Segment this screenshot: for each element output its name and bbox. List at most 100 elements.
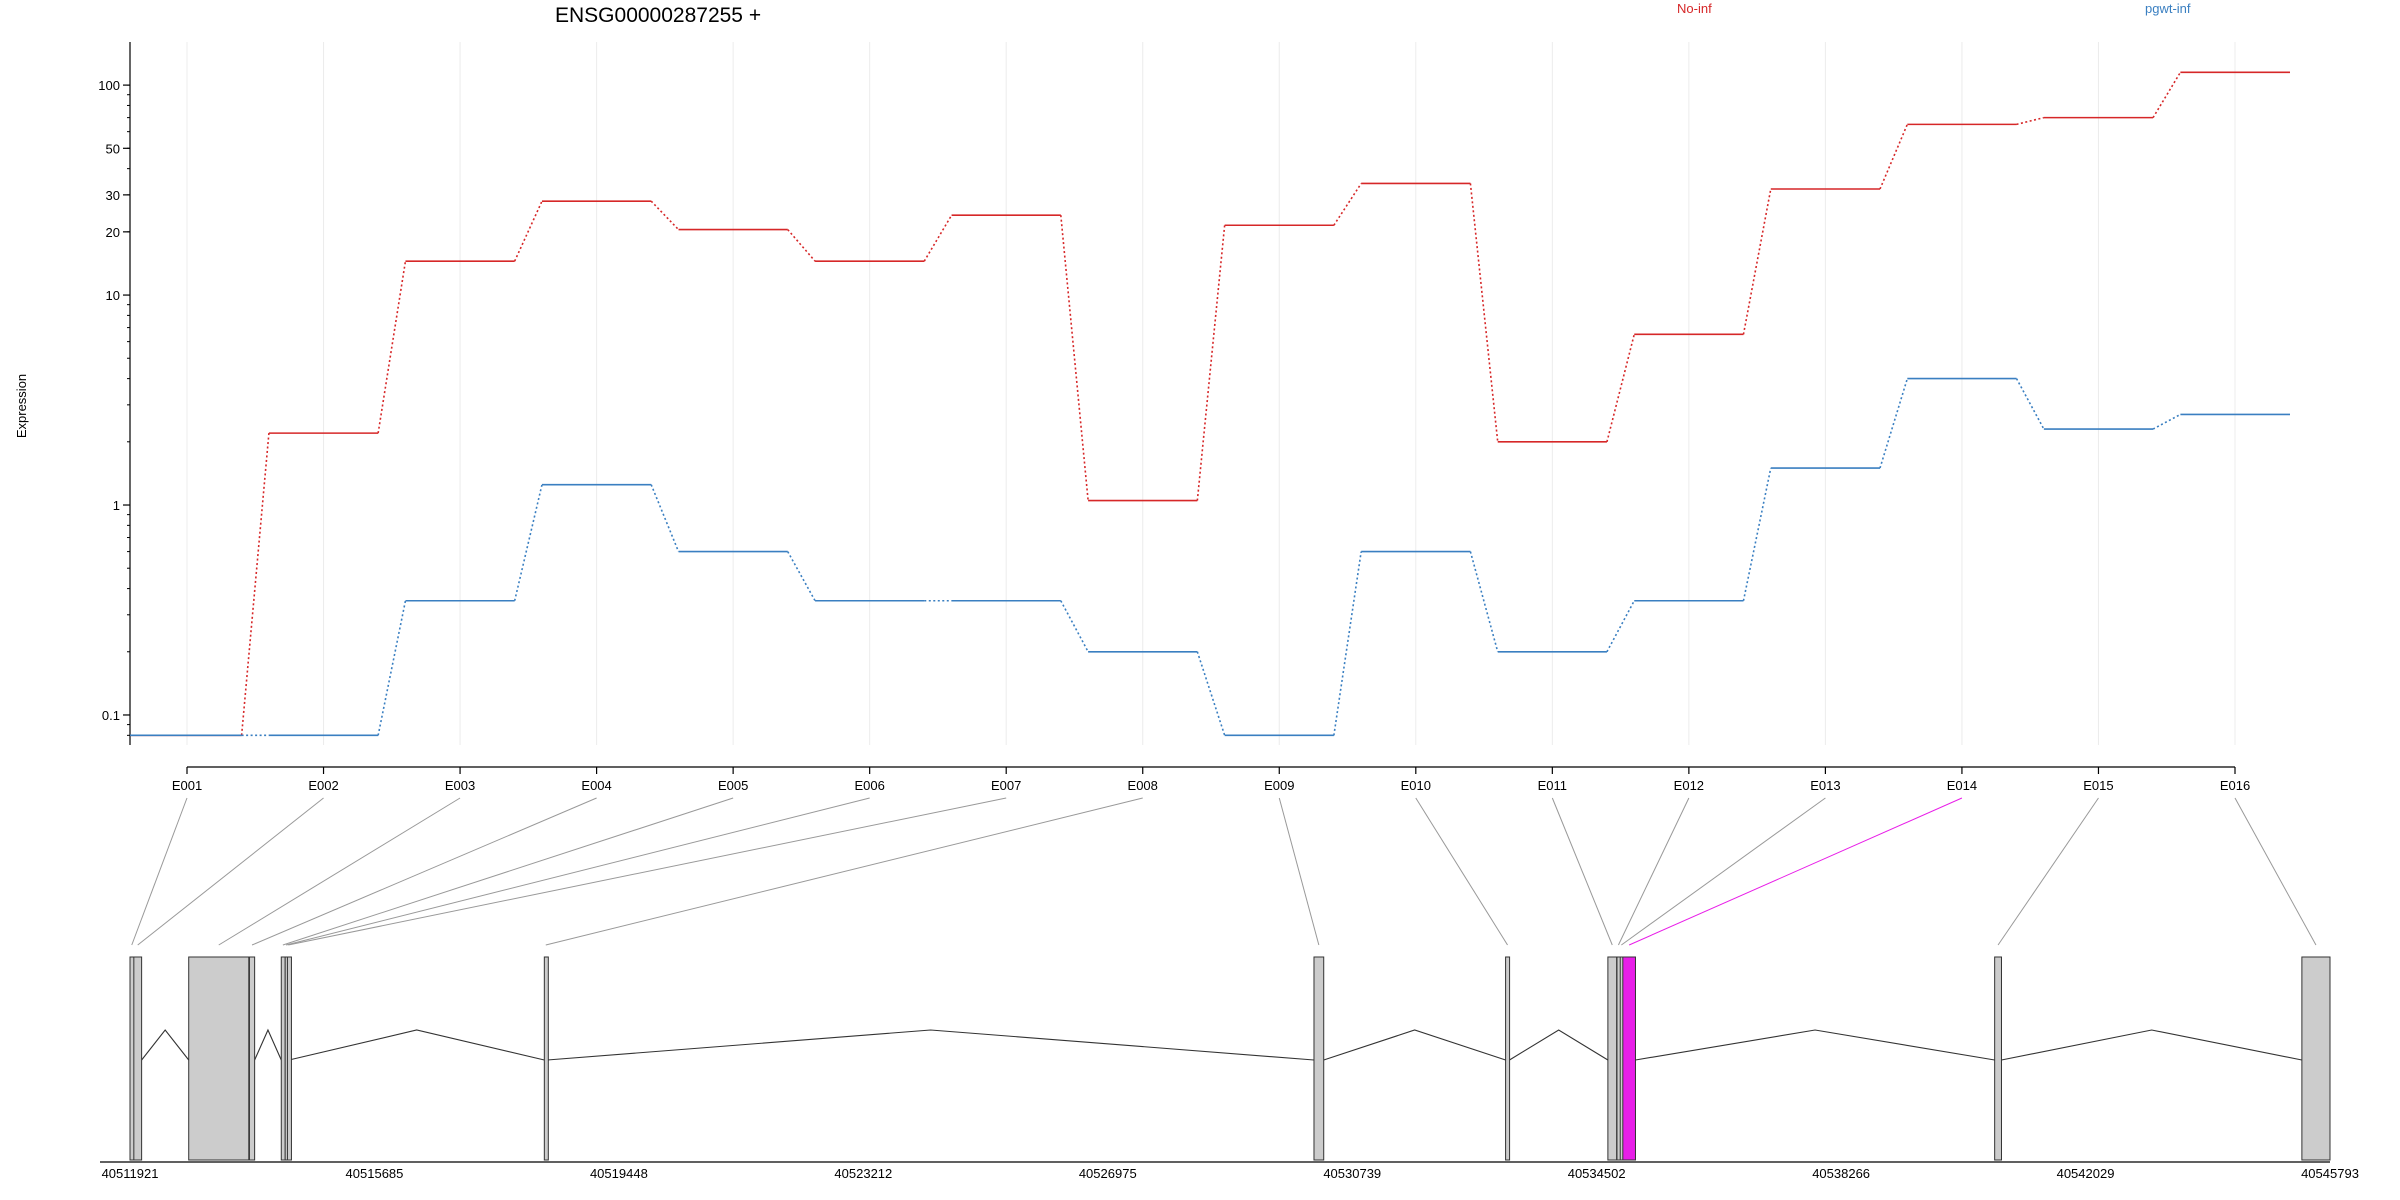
series-no-inf-transition-e012 <box>1742 188 1772 335</box>
x-tick-label-e015: E015 <box>2083 778 2113 793</box>
series-no-inf-transition-e003 <box>513 200 543 262</box>
connector-e011 <box>1551 797 1613 946</box>
series-pgwt-inf-transition-e004 <box>650 484 680 552</box>
y-axis: 0.1 1 10 20 30 50 100 <box>98 42 131 745</box>
y-tick-label-50: 50 <box>106 141 120 156</box>
series-pgwt-inf <box>130 377 2290 737</box>
vertical-gridlines <box>186 42 2236 745</box>
series-pgwt-inf-transition-e005 <box>787 551 816 602</box>
coordinate-label-40534502: 40534502 <box>1568 1166 1626 1181</box>
x-tick-label-e007: E007 <box>991 778 1021 793</box>
x-tick-label-e005: E005 <box>718 778 748 793</box>
connector-e015 <box>1997 797 2099 946</box>
series-no-inf-transition-e010 <box>1469 183 1499 442</box>
coordinate-label-40511921: 40511921 <box>102 1166 159 1181</box>
x-axis: E001 E002 E003 E004 E005 E006 E007 E008 E009 E010… <box>172 766 2250 793</box>
y-tick-label-100: 100 <box>98 78 120 93</box>
x-tick-label-e016: E016 <box>2220 778 2250 793</box>
series-no-inf-transition-e005 <box>787 229 816 262</box>
x-tick-label-e003: E003 <box>445 778 475 793</box>
x-tick-label-e011: E011 <box>1538 778 1567 793</box>
y-axis-label: Expression <box>14 374 29 438</box>
y-tick-label-20: 20 <box>106 225 120 240</box>
exon-box-e011 <box>1607 956 1618 1161</box>
connector-e001 <box>131 797 188 946</box>
series-no-inf-transition-e002 <box>377 261 407 434</box>
connector-e006 <box>286 797 870 946</box>
intron-e014-e015 <box>1635 1029 1995 1061</box>
y-tick-label-10: 10 <box>106 288 120 303</box>
genomic-coordinate-axis: 40511921 40515685 40519448 40523212 40526975… <box>100 1161 2359 1181</box>
x-tick-label-e010: E010 <box>1401 778 1431 793</box>
series-pgwt-inf-transition-e013 <box>1879 378 1909 469</box>
series-no-inf <box>130 71 2290 737</box>
exon-box-e008 <box>543 956 549 1161</box>
series-no-inf-transition-e013 <box>1879 124 1909 190</box>
series-pgwt-inf-transition-e009 <box>1333 551 1362 736</box>
x-tick-label-e001: E001 <box>172 778 202 793</box>
x-tick-label-e002: E002 <box>308 778 338 793</box>
connector-e007 <box>288 797 1007 946</box>
intron-e010-e011 <box>1509 1029 1609 1061</box>
coordinate-label-40545793: 40545793 <box>2301 1166 2359 1181</box>
connector-e003 <box>218 797 461 946</box>
series-pgwt-inf-transition-e007 <box>1060 600 1089 653</box>
series-pgwt-inf-transition-e002 <box>377 600 407 736</box>
series-no-inf-transition-e009 <box>1333 183 1362 226</box>
intron-e004-e005 <box>254 1028 282 1061</box>
chart-title: ENSG00000287255 + <box>555 4 761 27</box>
connector-e004 <box>251 797 597 946</box>
coordinate-label-40515685: 40515685 <box>346 1166 404 1181</box>
series-pgwt-inf-transition-e014 <box>2015 378 2045 430</box>
y-tick-label-1: 1 <box>113 498 120 513</box>
x-tick-label-e008: E008 <box>1128 778 1158 793</box>
x-tick-label-e009: E009 <box>1264 778 1294 793</box>
series-no-inf-transition-e008 <box>1196 225 1226 501</box>
exon-box-e004 <box>248 956 256 1161</box>
x-tick-label-e004: E004 <box>581 778 611 793</box>
coordinate-label-40523212: 40523212 <box>834 1166 892 1181</box>
coordinate-label-40538266: 40538266 <box>1812 1166 1870 1181</box>
series-no-inf-transition-e006 <box>923 214 953 262</box>
connector-e008 <box>545 797 1143 946</box>
connector-e005 <box>282 797 734 946</box>
series-no-inf-transition-e014 <box>2016 116 2045 126</box>
intron-e015-e016 <box>2001 1029 2302 1061</box>
coordinate-label-40530739: 40530739 <box>1323 1166 1381 1181</box>
exon-box-e003 <box>188 956 250 1161</box>
coordinate-label-40542029: 40542029 <box>2057 1166 2115 1181</box>
x-tick-label-e012: E012 <box>1674 778 1704 793</box>
connector-e009 <box>1278 797 1320 946</box>
series-pgwt-inf-transition-e010 <box>1469 551 1499 652</box>
series-no-inf-transition-e007 <box>1060 215 1089 501</box>
series-lines <box>130 71 2290 737</box>
coordinate-label-40519448: 40519448 <box>590 1166 648 1181</box>
y-tick-label-30: 30 <box>106 188 120 203</box>
exon-box-e016 <box>2301 956 2331 1161</box>
legend-label-no-inf: No-inf <box>1677 1 1712 16</box>
connector-e012 <box>1617 797 1690 946</box>
gene-model <box>129 956 2331 1161</box>
series-pgwt-inf-transition-e008 <box>1196 651 1226 736</box>
connector-e013 <box>1621 797 1826 946</box>
series-no-inf-transition-e015 <box>2152 71 2182 119</box>
connector-e010 <box>1415 797 1508 946</box>
exon-box-e015 <box>1994 956 2002 1161</box>
intron-e007-e008 <box>288 1029 545 1061</box>
y-tick-label-0-1: 0.1 <box>102 708 120 723</box>
x-tick-label-e006: E006 <box>854 778 884 793</box>
connector-e002 <box>137 797 324 946</box>
series-pgwt-inf-transition-e015 <box>2152 413 2181 430</box>
series-pgwt-inf-transition-e003 <box>513 484 543 601</box>
intron-e002-e003 <box>141 1029 190 1061</box>
exon-box-e007 <box>286 956 292 1161</box>
series-no-inf-transition-e011 <box>1606 334 1636 443</box>
series-no-inf-transition-e001 <box>240 433 270 736</box>
exon-connector-lines <box>131 797 2317 946</box>
series-no-inf-transition-e004 <box>650 200 680 231</box>
intron-e008-e009 <box>547 1029 1315 1061</box>
connector-e014 <box>1628 797 1963 946</box>
coordinate-label-40526975: 40526975 <box>1079 1166 1137 1181</box>
exon-box-e014 <box>1622 956 1636 1161</box>
